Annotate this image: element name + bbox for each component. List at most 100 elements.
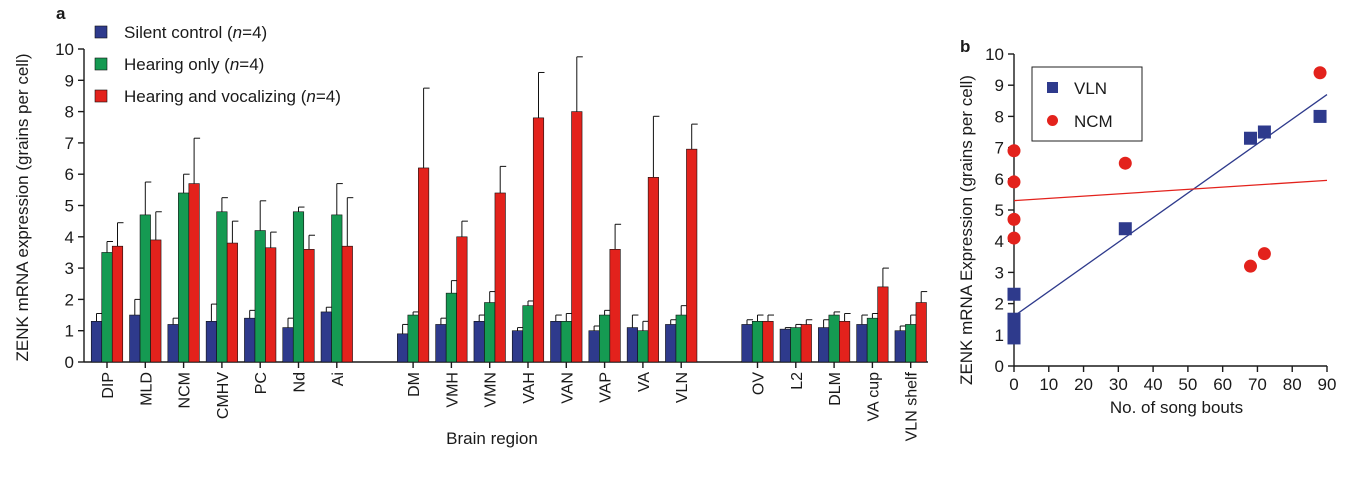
panel-b-letter: b: [960, 37, 970, 56]
bar: [435, 324, 447, 363]
panel-b-y-tick-label: 2: [995, 295, 1004, 314]
category-label: DLM: [827, 372, 844, 406]
panel-b-x-tick-label: 20: [1074, 375, 1093, 394]
bar: [445, 292, 457, 363]
bar: [511, 330, 524, 363]
category-label: VMN: [483, 372, 500, 408]
panel-b-y-tick-label: 10: [985, 45, 1004, 64]
panel-a-y-tick-label: 4: [65, 228, 74, 247]
point-vln: [1118, 222, 1132, 236]
bar: [915, 302, 927, 363]
bar: [762, 321, 774, 363]
bar: [90, 321, 103, 363]
bar: [139, 214, 151, 363]
bar: [484, 302, 496, 363]
bar: [407, 314, 419, 363]
bar: [418, 167, 430, 363]
category-label: VLN: [674, 372, 691, 403]
panel-b-points: [1007, 66, 1327, 345]
category-label: L2: [789, 372, 806, 390]
panel-b-y-tick-label: 1: [995, 326, 1004, 345]
panel-a-bars: [90, 56, 928, 363]
category-label: VA: [636, 372, 653, 392]
panel-b-y-tick-label: 0: [995, 357, 1004, 376]
point-ncm: [1007, 144, 1021, 158]
bar: [599, 314, 611, 363]
bar: [790, 327, 802, 363]
category-label: Ai: [330, 372, 347, 386]
bar: [188, 183, 200, 363]
panel-a-y-tick-label: 10: [55, 40, 74, 59]
category-label: VMH: [444, 372, 461, 408]
panel-b-x-tick-label: 10: [1039, 375, 1058, 394]
bar: [550, 321, 562, 363]
bar: [905, 324, 917, 363]
bar: [647, 177, 659, 363]
legend-label: Hearing only (n=4): [124, 55, 264, 74]
bar: [609, 249, 621, 363]
panel-b-x-axis-label: No. of song bouts: [1110, 398, 1243, 417]
bar: [779, 328, 791, 363]
panel-b-x-tick-label: 60: [1213, 375, 1232, 394]
panel-b-legend: VLN NCM: [1031, 66, 1143, 142]
category-label: VAH: [521, 372, 538, 404]
legend-swatch: [94, 89, 108, 103]
bar: [626, 327, 638, 363]
category-label: VLN shelf: [904, 371, 921, 441]
bar: [111, 245, 124, 363]
panel-a-y-tick-label: 2: [65, 290, 74, 309]
category-label: PC: [253, 372, 270, 394]
bar: [320, 311, 332, 363]
bar: [637, 330, 649, 363]
bar: [675, 314, 687, 363]
panel-a-y-tick-label: 0: [65, 353, 74, 372]
point-vln: [1007, 312, 1021, 326]
panel-b-x-tick-label: 90: [1318, 375, 1337, 394]
legend-marker: [1047, 115, 1058, 126]
panel-a-letter: a: [56, 4, 66, 23]
point-ncm: [1118, 156, 1132, 170]
panel-b-x-tick-label: 80: [1283, 375, 1302, 394]
legend-label: Silent control (n=4): [124, 23, 267, 42]
bar: [150, 239, 162, 363]
bar: [129, 314, 141, 363]
bar: [588, 330, 600, 363]
bar: [282, 327, 294, 363]
panel-b-fit-lines: [1013, 94, 1328, 317]
bar: [751, 321, 764, 363]
category-label: MLD: [138, 372, 155, 406]
panel-a-y-axis-label: ZENK mRNA expression (grains per cell): [13, 54, 32, 362]
bar: [571, 111, 583, 363]
panel-b-y-tick-label: 8: [995, 107, 1004, 126]
panel-b-x-tick-label: 0: [1009, 375, 1018, 394]
panel-b-x-tick-label: 30: [1109, 375, 1128, 394]
legend-label: Hearing and vocalizing (n=4): [124, 87, 341, 106]
bar: [866, 317, 878, 363]
bar: [397, 333, 409, 363]
category-label: CMHV: [215, 372, 232, 419]
bar: [167, 324, 179, 363]
panel-b-x-tick-label: 40: [1144, 375, 1163, 394]
category-label: NCM: [177, 372, 194, 408]
panel-b-legend-box: [1031, 66, 1143, 142]
bar: [894, 330, 906, 363]
bar: [856, 324, 868, 363]
point-vln: [1243, 131, 1257, 145]
bar: [303, 249, 315, 363]
bar: [226, 242, 238, 363]
category-label: DIP: [100, 372, 117, 399]
panel-a-bar-chart: a ZENK mRNA expression (grains per cell)…: [13, 4, 928, 448]
bar: [331, 214, 343, 363]
bar: [341, 245, 353, 363]
category-label: DM: [406, 372, 423, 397]
bar: [828, 314, 840, 363]
point-vln: [1313, 109, 1327, 123]
panel-b-y-tick-label: 3: [995, 263, 1004, 282]
bar: [473, 321, 485, 363]
bar: [686, 148, 698, 363]
bar: [494, 192, 506, 363]
panel-b-y-axis-label: ZENK mRNA Expression (grains per cell): [957, 75, 976, 385]
point-ncm: [1243, 259, 1257, 273]
legend-swatch: [94, 25, 108, 39]
